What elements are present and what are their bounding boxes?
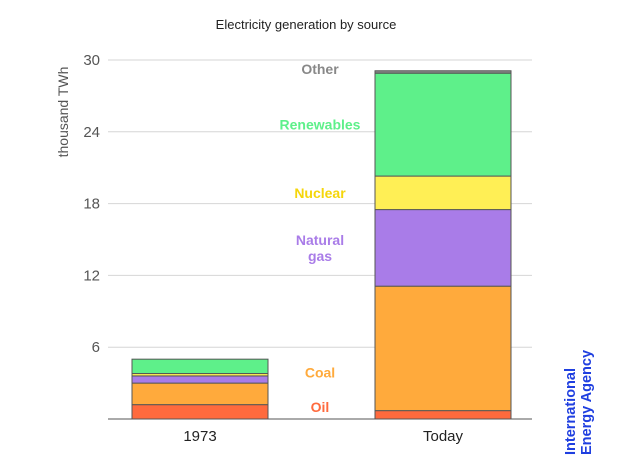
bar-1973-natural-gas — [131, 375, 269, 384]
series-label-oil: Oil — [311, 399, 330, 415]
chart-title: Electricity generation by source — [216, 17, 397, 32]
x-tick-1973: 1973 — [183, 428, 216, 445]
series-label-renewables: Renewables — [280, 117, 361, 133]
bar-today-coal — [374, 285, 512, 412]
y-tick-6: 6 — [92, 339, 100, 356]
series-label-natural-gas: Natural gas — [296, 232, 344, 264]
bar-today-nuclear — [374, 175, 512, 211]
bar-today-other — [374, 70, 512, 74]
source-credit: International Energy Agency — [563, 350, 595, 455]
y-tick-24: 24 — [83, 124, 100, 141]
bar-1973-coal — [131, 382, 269, 406]
bar-1973-renewables — [131, 358, 269, 375]
x-tick-labels: 1973 Today — [183, 428, 463, 445]
series-label-nuclear: Nuclear — [294, 185, 346, 201]
y-axis-label: thousand TWh — [55, 67, 71, 158]
y-tick-labels: 6 12 18 24 30 — [83, 52, 100, 356]
source-line-1: International — [563, 368, 579, 455]
x-tick-today: Today — [423, 428, 464, 445]
y-tick-12: 12 — [83, 267, 100, 284]
series-label-other: Other — [301, 61, 339, 77]
bar-1973-oil — [131, 404, 269, 420]
bar-today-oil — [374, 410, 512, 420]
source-line-2: Energy Agency — [579, 350, 595, 455]
y-tick-18: 18 — [83, 196, 100, 213]
y-tick-30: 30 — [83, 52, 100, 69]
bars — [131, 70, 512, 420]
bar-today-renewables — [374, 72, 512, 177]
series-label-coal: Coal — [305, 364, 335, 380]
bar-today-natural-gas — [374, 209, 512, 287]
series-labels: Oil Coal Natural gas Nuclear Renewables Other — [280, 61, 361, 415]
